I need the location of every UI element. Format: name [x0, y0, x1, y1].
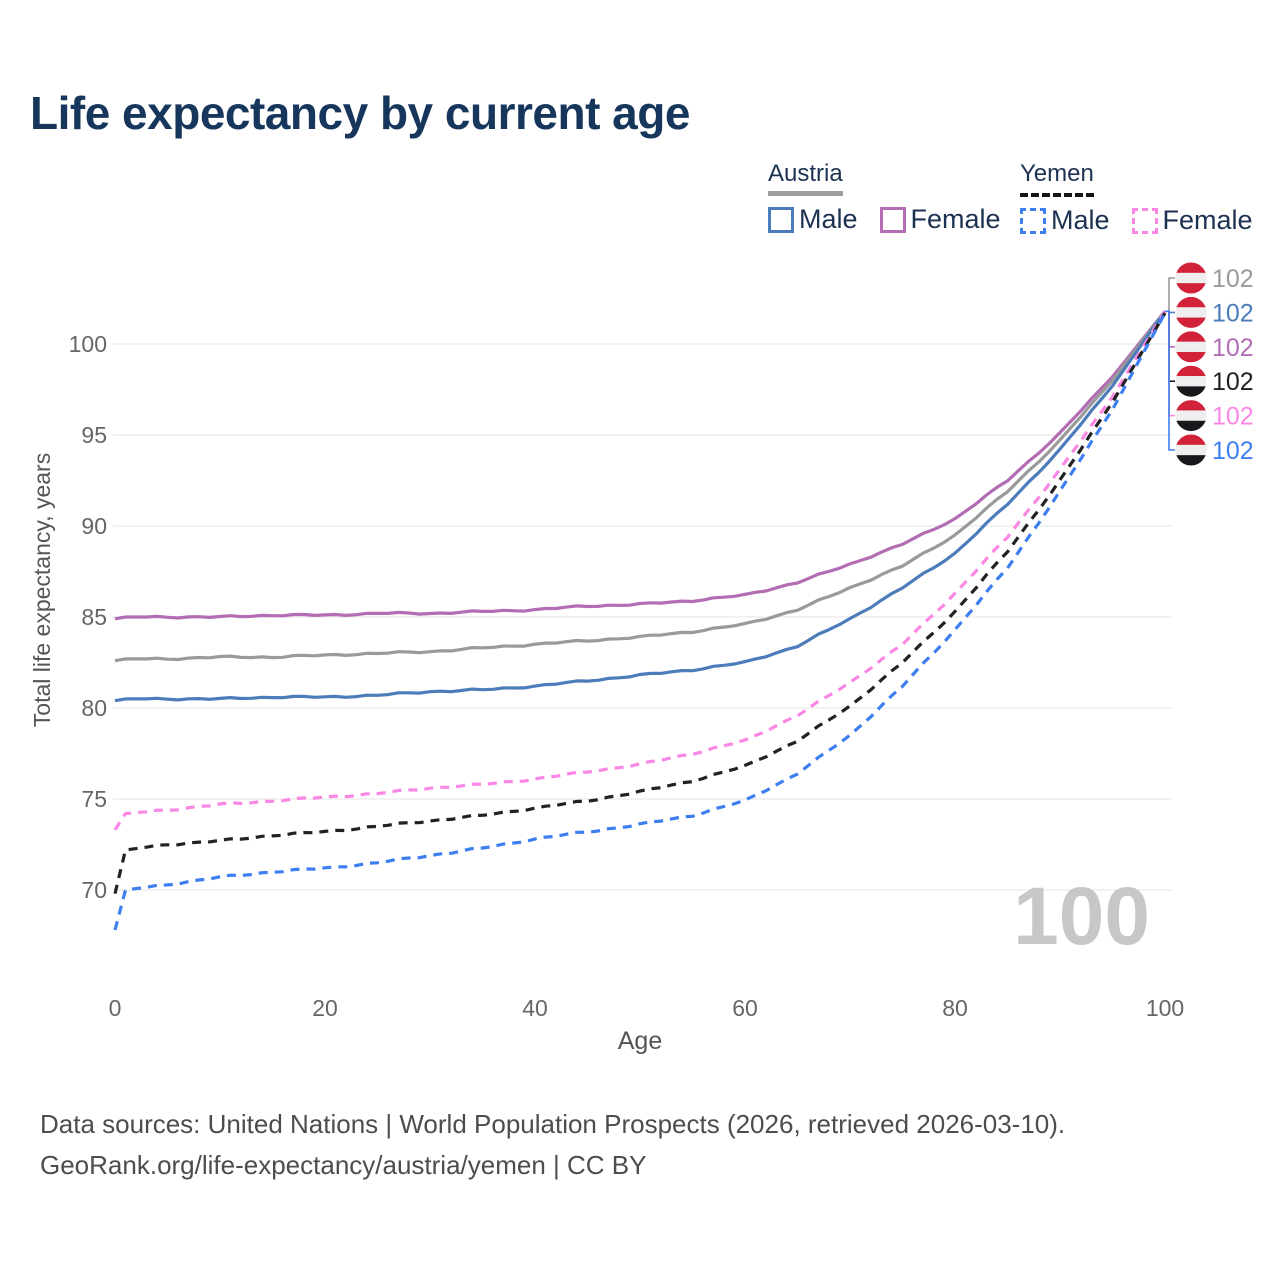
austria-flag-icon	[1175, 351, 1207, 363]
legend-swatch-austria-female[interactable]	[879, 206, 906, 233]
legend-items-austria: Male Female	[768, 204, 1023, 235]
y-axis-title: Total life expectancy, years	[29, 453, 55, 727]
austria-flag-icon	[1175, 341, 1207, 353]
yemen-flag-icon	[1175, 434, 1207, 446]
footer-attribution: GeoRank.org/life-expectancy/austria/yeme…	[40, 1150, 647, 1180]
x-tick-label: 40	[522, 995, 548, 1021]
leader-line	[1165, 310, 1175, 417]
legend-country-austria[interactable]: Austria	[768, 160, 843, 196]
x-axis-title: Age	[618, 1027, 662, 1055]
legend-swatch-yemen-male[interactable]	[1020, 207, 1046, 234]
x-tick-label: 20	[312, 995, 338, 1021]
legend-group-austria: Austria Male Female	[768, 160, 1023, 235]
legend-label-yemen-female[interactable]: Female	[1162, 205, 1253, 235]
end-value-label: 102	[1212, 334, 1254, 362]
x-tick-label: 60	[732, 995, 758, 1021]
legend-label-austria-female[interactable]: Female	[910, 204, 1001, 234]
yemen-flag-icon	[1175, 365, 1207, 377]
yemen-flag-icon	[1175, 420, 1207, 432]
legend-swatch-yemen-female[interactable]	[1131, 207, 1158, 234]
y-tick-label: 80	[81, 695, 107, 721]
yemen-flag-icon	[1175, 400, 1207, 411]
leader-line	[1165, 310, 1175, 451]
series-line-austria_total	[114, 310, 1167, 663]
yemen-flag-icon	[1175, 455, 1207, 466]
x-tick-label: 0	[109, 995, 122, 1021]
footer-data-sources: Data sources: United Nations | World Pop…	[40, 1109, 1066, 1139]
austria-flag-icon	[1175, 272, 1207, 284]
legend-label-austria-male[interactable]: Male	[799, 204, 858, 234]
legend-group-yemen: Yemen Male Female	[1020, 160, 1275, 236]
y-tick-label: 75	[81, 786, 107, 812]
end-value-label: 102	[1212, 368, 1254, 396]
end-value-label: 102	[1212, 299, 1254, 327]
leader-line	[1165, 310, 1175, 348]
age-watermark: 100	[1013, 871, 1150, 962]
end-value-label: 102	[1212, 437, 1254, 465]
series-line-yemen_total	[113, 312, 1167, 894]
austria-flag-icon	[1175, 283, 1207, 294]
y-tick-label: 100	[69, 331, 107, 357]
austria-flag-icon	[1175, 296, 1207, 308]
legend-label-yemen-male[interactable]: Male	[1051, 205, 1110, 235]
austria-flag-icon	[1175, 317, 1207, 328]
leader-line	[1165, 277, 1175, 313]
legend-swatch-austria-male[interactable]	[768, 206, 794, 233]
legend-country-yemen[interactable]: Yemen	[1020, 160, 1094, 197]
series-line-austria_female	[114, 310, 1167, 621]
x-tick-label: 80	[942, 995, 968, 1021]
y-tick-label: 90	[81, 513, 107, 539]
yemen-flag-icon	[1175, 410, 1207, 422]
footer: Data sources: United Nations | World Pop…	[40, 1104, 1065, 1186]
series-line-austria_male	[114, 310, 1167, 703]
end-value-label: 102	[1212, 403, 1254, 431]
y-tick-label: 95	[81, 422, 107, 448]
austria-flag-icon	[1175, 331, 1207, 343]
yemen-flag-icon	[1175, 386, 1207, 397]
legend-items-yemen: Male Female	[1020, 205, 1275, 236]
yemen-flag-icon	[1175, 444, 1207, 456]
y-tick-label: 85	[81, 604, 107, 630]
austria-flag-icon	[1175, 262, 1207, 274]
austria-flag-icon	[1175, 307, 1207, 319]
series-line-yemen_female	[113, 310, 1167, 831]
y-tick-label: 70	[81, 877, 107, 903]
end-value-label: 102	[1212, 265, 1254, 293]
page-title: Life expectancy by current age	[30, 87, 690, 139]
yemen-flag-icon	[1175, 376, 1207, 387]
series-line-yemen_male	[113, 312, 1167, 931]
x-tick-label: 100	[1146, 995, 1184, 1021]
